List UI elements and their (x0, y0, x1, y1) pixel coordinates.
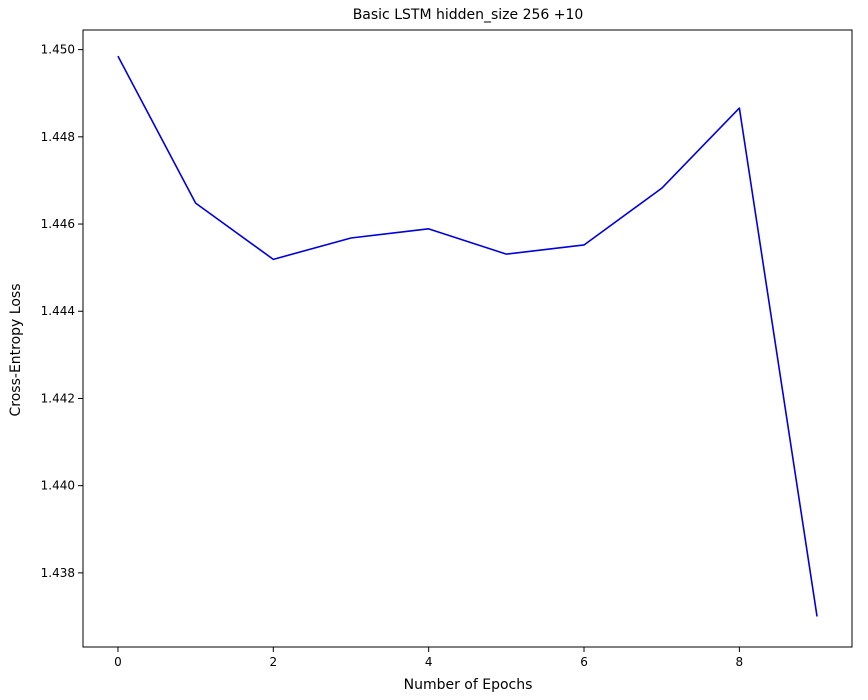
x-tick-label: 4 (425, 655, 433, 669)
x-tick-label: 6 (580, 655, 588, 669)
chart-title: Basic LSTM hidden_size 256 +10 (353, 7, 584, 23)
y-tick-label: 1.442 (41, 391, 75, 405)
x-tick-label: 8 (736, 655, 744, 669)
y-tick-label: 1.444 (41, 304, 75, 318)
y-tick-label: 1.446 (41, 217, 75, 231)
series-line (117, 55, 818, 617)
plot-frame (82, 29, 853, 648)
y-tick-label: 1.450 (41, 43, 75, 57)
series-group (117, 55, 818, 617)
y-axis-label: Cross-Entropy Loss (8, 284, 24, 417)
x-tick-label: 0 (114, 655, 122, 669)
y-tick-label: 1.438 (41, 566, 75, 580)
x-axis-label: Number of Epochs (404, 677, 533, 693)
x-tick-label: 2 (269, 655, 277, 669)
axis-ticks: 0 2 4 6 8 1.438 1.440 1.442 1.444 1.446 1.448 1.450 (41, 43, 744, 669)
y-tick-label: 1.448 (41, 130, 75, 144)
y-tick-label: 1.440 (41, 479, 75, 493)
